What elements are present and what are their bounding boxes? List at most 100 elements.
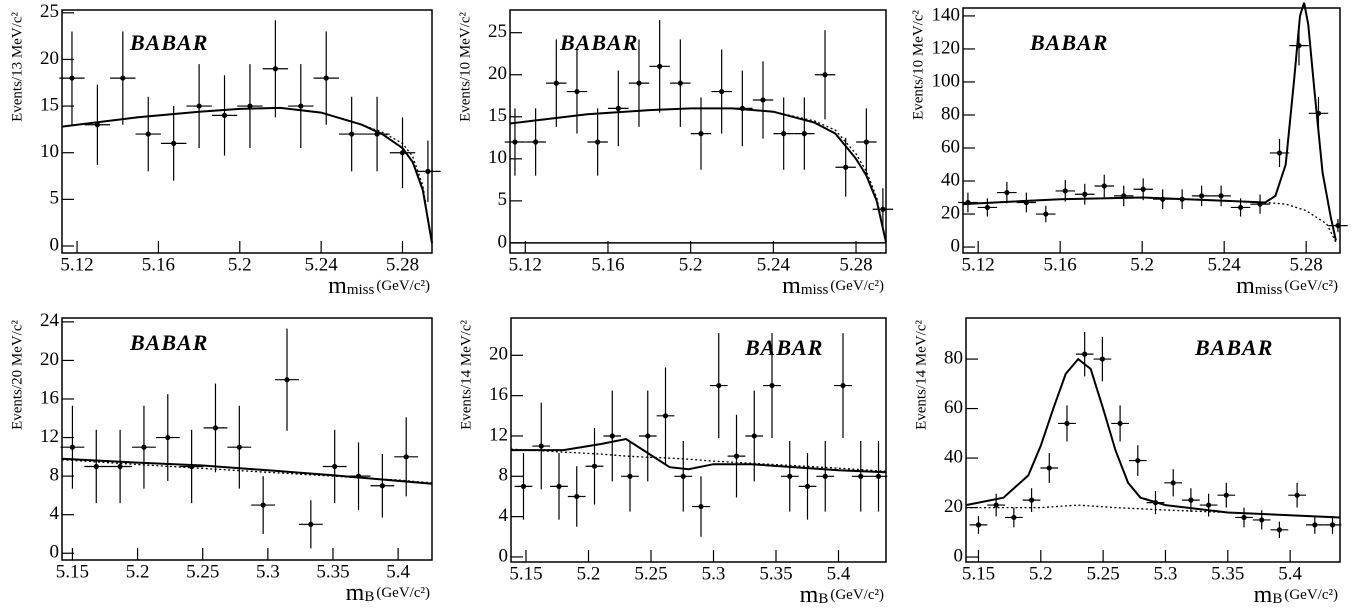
- data-point: [1004, 189, 1010, 196]
- data-point: [843, 164, 849, 170]
- data-point: [141, 444, 147, 450]
- data-point: [1046, 465, 1052, 471]
- x-label-unit: (GeV/c²): [1284, 278, 1338, 294]
- data-point: [627, 473, 633, 479]
- fit-curve: [509, 107, 887, 243]
- data-point: [1043, 211, 1049, 217]
- data-point: [698, 131, 704, 137]
- data-point: [609, 433, 615, 439]
- data-point: [1117, 420, 1123, 427]
- data-point: [1218, 193, 1224, 199]
- frame: [962, 7, 1341, 254]
- fit-curve: [61, 457, 433, 485]
- y-tick-label: 20: [488, 63, 507, 84]
- data-point: [1152, 500, 1159, 506]
- x-tick-label: 5.24: [305, 254, 339, 275]
- data-point: [1011, 514, 1017, 521]
- y-tick-label: 5: [50, 188, 60, 209]
- x-tick-label: 5.28: [1290, 254, 1323, 275]
- y-tick-label: 60: [944, 397, 963, 418]
- data-point: [1160, 196, 1166, 202]
- x-tick-label: 5.35: [316, 561, 349, 582]
- data-point: [298, 103, 304, 109]
- data-point: [822, 72, 828, 78]
- x-tick-label: 5.28: [386, 254, 419, 275]
- data-point: [165, 434, 171, 441]
- y-tick-label: 0: [951, 235, 961, 256]
- data-point: [719, 88, 725, 95]
- data-point: [332, 463, 338, 470]
- x-label-symbol: m: [346, 580, 365, 606]
- x-axis-label: mmiss (GeV/c²): [328, 273, 430, 299]
- x-tick-label: 5.35: [1211, 563, 1244, 584]
- data-point: [145, 131, 151, 137]
- y-tick-label: 20: [489, 344, 508, 365]
- data-point: [247, 103, 253, 109]
- data-point: [1062, 188, 1068, 194]
- data-point: [733, 453, 740, 459]
- x-axis-label: mB (GeV/c²): [346, 580, 430, 606]
- x-tick-label: 5.2: [1029, 563, 1053, 584]
- data-point: [1188, 497, 1194, 503]
- panel: 0 20 40 60 80 5.15 5.2 5.25 5.3 5.35 5.4 Events/14 …: [913, 317, 1342, 608]
- data-point: [1121, 193, 1127, 199]
- panel: 0 5 10 15 20 25 5.12 5.16 5.2 5.24 5.28 Events/10 M…: [457, 9, 894, 299]
- x-tick-label: 5.2: [126, 561, 150, 582]
- y-tick-label: 0: [50, 542, 60, 563]
- frame: [965, 317, 1341, 563]
- data-point: [94, 122, 100, 128]
- x-tick-label: 5.25: [634, 563, 667, 584]
- babar-logo: BABAR: [1194, 335, 1273, 360]
- x-axis-label: mmiss (GeV/c²): [782, 273, 884, 299]
- data-point: [1257, 201, 1263, 207]
- y-tick-label: 25: [40, 1, 59, 22]
- data-point: [739, 105, 745, 111]
- data-point: [1199, 193, 1205, 199]
- data-point: [1099, 356, 1105, 362]
- data-point: [212, 425, 219, 431]
- x-label-subscript: miss: [347, 282, 375, 298]
- background-curve: [510, 448, 887, 472]
- data-point: [520, 483, 527, 489]
- x-tick-label: 5.3: [256, 561, 280, 582]
- y-tick-label: 20: [40, 48, 59, 69]
- data-point: [556, 483, 562, 489]
- data-point: [1082, 351, 1088, 357]
- y-tick-label: 24: [40, 310, 60, 331]
- y-tick-label: 0: [954, 545, 964, 566]
- data-point: [822, 473, 828, 479]
- data-point: [984, 204, 990, 211]
- background-curve: [962, 196, 1337, 243]
- data-point: [189, 463, 195, 470]
- y-tick-label: 20: [944, 496, 963, 517]
- x-tick-label: 5.16: [591, 254, 624, 275]
- fit-curve: [511, 437, 887, 474]
- background-curve: [61, 107, 433, 244]
- x-label-subscript: miss: [1255, 282, 1283, 298]
- data-point: [965, 199, 971, 206]
- panel: 0 20 40 60 80 100 120 140 5.12 5.16 5.2 5.24 5.28 Eve…: [910, 2, 1348, 299]
- y-axis-label: Events/13 MeV/c²: [9, 12, 25, 122]
- x-tick-label: 5.25: [1087, 563, 1120, 584]
- x-tick-label: 5.12: [60, 254, 93, 275]
- data-point: [425, 168, 431, 174]
- fit-curve: [965, 357, 1341, 519]
- data-point: [657, 63, 663, 69]
- data-point: [355, 473, 362, 479]
- x-label-subscript: B: [818, 591, 828, 607]
- data-point: [1296, 43, 1302, 49]
- frame: [510, 317, 887, 563]
- x-tick-label: 5.15: [962, 563, 995, 584]
- y-axis-label: Events/10 MeV/c²: [457, 12, 473, 122]
- x-tick-label: 5.16: [142, 254, 175, 275]
- y-axis-label: Events/20 MeV/c²: [9, 320, 25, 430]
- data-point: [698, 503, 704, 510]
- data-point: [1223, 492, 1229, 498]
- y-tick-label: 120: [932, 37, 961, 58]
- data-point: [1315, 110, 1322, 116]
- x-tick-label: 5.35: [759, 563, 792, 584]
- y-tick-label: 12: [489, 424, 508, 445]
- data-point: [403, 454, 409, 460]
- data-point: [1064, 420, 1070, 427]
- x-tick-label: 5.4: [827, 563, 851, 584]
